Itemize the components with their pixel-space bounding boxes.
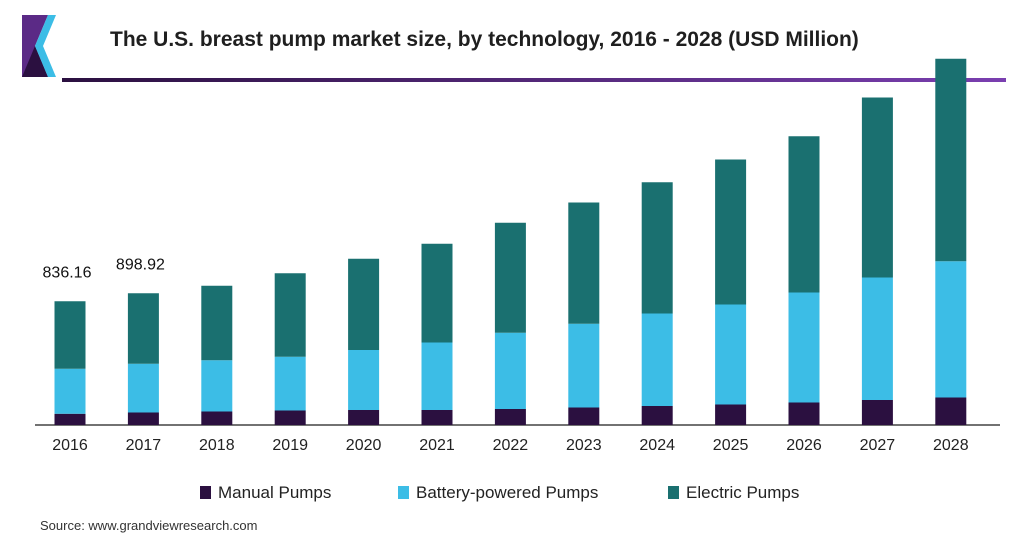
legend-swatch — [398, 486, 409, 499]
bar-battery-powered-pumps-2019 — [274, 356, 306, 411]
brand-logo — [22, 15, 56, 77]
bar-electric-pumps-2017 — [127, 293, 159, 364]
bar-battery-powered-pumps-2028 — [935, 261, 967, 398]
bar-manual-pumps-2019 — [274, 410, 306, 425]
bar-manual-pumps-2016 — [54, 413, 86, 425]
x-tick-label: 2016 — [52, 437, 88, 454]
bar-manual-pumps-2025 — [715, 404, 747, 425]
x-tick-label: 2018 — [199, 437, 235, 454]
bar-electric-pumps-2027 — [861, 97, 893, 278]
bar-electric-pumps-2020 — [348, 258, 380, 350]
bar-electric-pumps-2018 — [201, 285, 233, 361]
x-tick-label: 2025 — [713, 437, 749, 454]
bar-battery-powered-pumps-2017 — [127, 363, 159, 413]
bar-electric-pumps-2028 — [935, 58, 967, 262]
bar-battery-powered-pumps-2018 — [201, 360, 233, 412]
chart-title: The U.S. breast pump market size, by tec… — [110, 28, 859, 51]
legend-label: Manual Pumps — [218, 483, 331, 502]
data-label: 836.16 — [43, 264, 92, 281]
x-tick-label: 2023 — [566, 437, 602, 454]
bar-electric-pumps-2022 — [494, 222, 526, 333]
bar-manual-pumps-2027 — [861, 400, 893, 425]
x-tick-label: 2027 — [860, 437, 896, 454]
bar-battery-powered-pumps-2016 — [54, 368, 86, 414]
bar-electric-pumps-2021 — [421, 243, 453, 343]
bar-electric-pumps-2023 — [568, 202, 600, 324]
bar-battery-powered-pumps-2021 — [421, 342, 453, 410]
bar-manual-pumps-2026 — [788, 402, 820, 425]
x-tick-label: 2022 — [493, 437, 529, 454]
x-tick-label: 2028 — [933, 437, 969, 454]
source-note: Source: www.grandviewresearch.com — [40, 518, 258, 533]
bar-electric-pumps-2025 — [715, 159, 747, 305]
x-tick-label: 2026 — [786, 437, 822, 454]
bar-battery-powered-pumps-2027 — [861, 277, 893, 400]
bar-battery-powered-pumps-2020 — [348, 350, 380, 410]
legend-swatch — [200, 486, 211, 499]
legend-label: Electric Pumps — [686, 483, 799, 502]
bar-manual-pumps-2021 — [421, 410, 453, 425]
bar-electric-pumps-2019 — [274, 273, 306, 357]
x-tick-label: 2019 — [272, 437, 308, 454]
x-tick-label: 2017 — [126, 437, 162, 454]
bar-manual-pumps-2022 — [494, 409, 526, 425]
bar-electric-pumps-2024 — [641, 182, 673, 314]
bar-manual-pumps-2017 — [127, 412, 159, 425]
bar-battery-powered-pumps-2022 — [494, 332, 526, 409]
bar-manual-pumps-2018 — [201, 411, 233, 425]
bar-battery-powered-pumps-2025 — [715, 304, 747, 405]
bar-electric-pumps-2016 — [54, 301, 86, 369]
bar-manual-pumps-2024 — [641, 406, 673, 425]
header-divider — [62, 78, 1006, 82]
legend-label: Battery-powered Pumps — [416, 483, 598, 502]
x-tick-label: 2021 — [419, 437, 455, 454]
x-tick-label: 2020 — [346, 437, 382, 454]
bar-manual-pumps-2020 — [348, 410, 380, 425]
x-tick-label: 2024 — [639, 437, 675, 454]
bar-manual-pumps-2028 — [935, 397, 967, 425]
bar-manual-pumps-2023 — [568, 407, 600, 425]
bar-battery-powered-pumps-2023 — [568, 323, 600, 408]
bar-battery-powered-pumps-2024 — [641, 313, 673, 406]
bar-battery-powered-pumps-2026 — [788, 292, 820, 403]
data-label: 898.92 — [116, 256, 165, 273]
bar-electric-pumps-2026 — [788, 136, 820, 293]
legend-swatch — [668, 486, 679, 499]
